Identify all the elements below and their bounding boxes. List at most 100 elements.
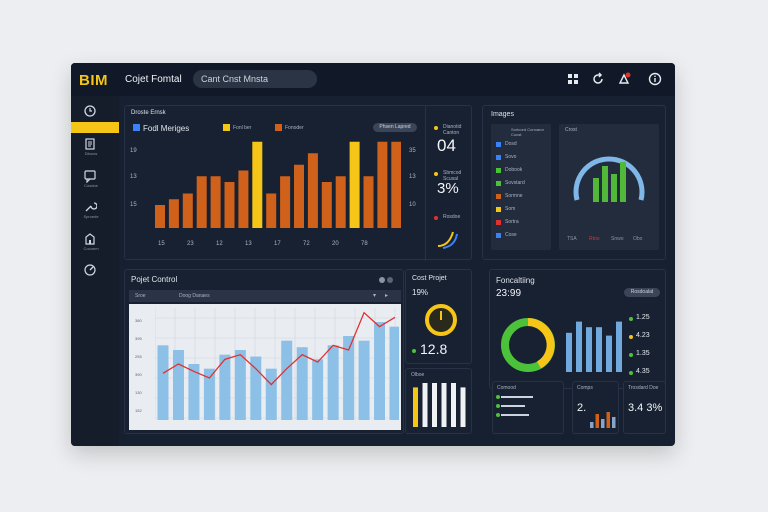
bar [238, 170, 249, 228]
bar [307, 153, 318, 228]
toggle-dot[interactable] [387, 277, 393, 283]
cost-bar [441, 383, 447, 427]
cost-bar [460, 387, 466, 427]
tab-item[interactable]: Doog Danaes [179, 293, 210, 299]
list-swatch [496, 142, 501, 147]
area-bar [157, 345, 169, 420]
gauge-legend-item: TSA [567, 236, 577, 242]
main-chart-panel: Droste Ernsk Fodl Meriges Fonl ber Fonod… [124, 105, 472, 261]
forecast-bar [586, 327, 592, 372]
legend-dot [629, 317, 633, 321]
legend-swatch-yellow [223, 124, 230, 131]
list-swatch [496, 168, 501, 173]
progress-bar [501, 405, 525, 407]
image-list: Sortcord Conoaror Coost Dosd Sovo Dobook So… [491, 124, 551, 250]
gauge-bar [620, 162, 626, 202]
y-tick: 13 [130, 174, 137, 180]
y-tick: 15 [130, 202, 137, 208]
list-item: Dosd [505, 141, 517, 147]
refresh-icon[interactable] [591, 72, 605, 86]
toggle-dot[interactable] [379, 277, 385, 283]
info-icon[interactable] [648, 72, 662, 86]
sidebar-item-label: Cosdoe [84, 183, 98, 188]
gauge-bar [593, 178, 599, 202]
sidebar: Dboow Cosdoe Sproede Coooem [71, 96, 119, 446]
area-bar [219, 354, 231, 420]
list-item: Sovo [505, 154, 517, 160]
bar [391, 141, 401, 228]
card-title: Comps [577, 385, 593, 391]
bar [321, 182, 332, 228]
x-tick: 17 [274, 241, 281, 247]
forecast-card: Comps 2. [572, 381, 619, 434]
stat-value: 04 [437, 136, 456, 155]
list-swatch [496, 155, 501, 160]
forecast-pill[interactable]: Rosdoalat [624, 288, 660, 297]
area-bar [358, 340, 370, 420]
chevron-icon[interactable]: ▾ [373, 293, 377, 299]
area-chart [155, 308, 399, 420]
progress-dot [496, 395, 500, 399]
tab-item[interactable]: Sroe [135, 293, 146, 299]
progress-bar [501, 414, 529, 416]
gauge-icon[interactable] [83, 263, 97, 277]
grid-icon[interactable] [566, 72, 580, 86]
area-bar [327, 345, 339, 420]
period-pill[interactable]: Phsen Lapred [373, 123, 417, 132]
panel-title: Pojet Control [131, 275, 178, 284]
x-tick: 12 [216, 241, 223, 247]
legend-swatch-orange [275, 124, 282, 131]
bar [210, 176, 221, 228]
list-swatch [496, 194, 501, 199]
sidebar-item-label: Sproede [83, 214, 99, 219]
forecast-bar [566, 332, 572, 372]
wrench-icon[interactable] [83, 200, 98, 214]
document-icon[interactable] [83, 137, 97, 151]
bar [280, 176, 291, 228]
panel-title: Images [491, 111, 514, 118]
gauge-legend-item: Obo [633, 236, 643, 242]
forecast-bar [596, 327, 602, 372]
gauge-legend-item: Snwo [611, 236, 624, 242]
panel-subtitle: Olboe [411, 372, 425, 378]
tab-bar: Sroe Doog Danaes ▾ ▸ [129, 290, 401, 302]
cost-bar [451, 383, 456, 427]
area-bar [172, 350, 184, 420]
area-bar [265, 368, 277, 420]
stat-dot [434, 172, 438, 176]
search-input[interactable]: Cant Cnst Mnsta [193, 70, 317, 88]
status-dot [412, 349, 416, 353]
list-item: Dobook [505, 167, 523, 173]
list-item: Sormne [505, 193, 523, 199]
legend-value: 1.35 [636, 350, 650, 357]
building-icon[interactable] [83, 232, 97, 246]
panel-title: Droste Ernsk [131, 110, 166, 116]
mini-bar [612, 417, 616, 428]
chat-icon[interactable] [83, 169, 97, 184]
bar [155, 205, 165, 228]
y-tick: 152 [135, 408, 142, 413]
legend-value: 4.35 [636, 368, 650, 375]
bar [294, 164, 304, 228]
area-bar [296, 347, 308, 420]
project-control-panel: Pojet Control Sroe Doog Danaes ▾ ▸ 380 39… [124, 269, 404, 434]
trend-line [162, 311, 396, 386]
gauge-card: Crost TSA Rtoo Snwo Obo [559, 124, 659, 250]
area-chart-canvas: 380 395 255 390 130 152 [129, 304, 401, 430]
legend-dot [629, 335, 633, 339]
images-panel: Images Sortcord Conoaror Coost Dosd Sovo D… [482, 105, 666, 260]
legend-dot [629, 371, 633, 375]
alert-icon[interactable] [617, 72, 631, 86]
gauge-bar [611, 174, 617, 202]
forecast-value: 23:99 [496, 288, 522, 299]
x-tick: 20 [332, 241, 339, 247]
x-tick: 78 [361, 241, 368, 247]
y-tick: 255 [135, 354, 142, 359]
list-item: Sortra [505, 219, 519, 225]
mini-bar [595, 414, 599, 428]
clock-icon[interactable] [83, 104, 97, 118]
cost-bar-chart [413, 383, 466, 427]
bar [196, 176, 207, 228]
more-icon[interactable]: ▸ [385, 293, 389, 299]
bar [335, 176, 346, 228]
